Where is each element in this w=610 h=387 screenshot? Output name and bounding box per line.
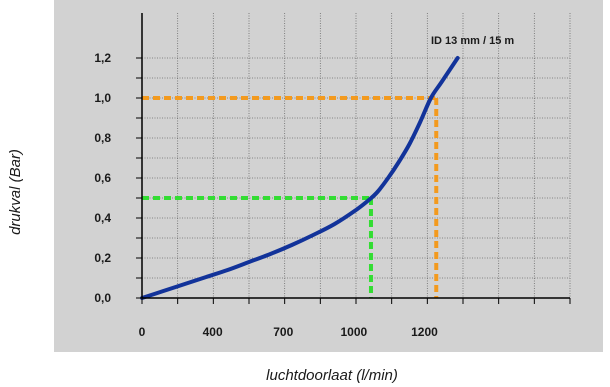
x-tick-label: 700 <box>273 325 293 339</box>
x-tick-labels: 0 400 700 1000 1200 <box>139 325 438 339</box>
axes <box>136 13 571 304</box>
x-tick-label: 1200 <box>411 325 438 339</box>
plot-background <box>54 0 603 352</box>
y-tick-label: 0,2 <box>94 251 111 265</box>
x-axis-title: luchtdoorlaat (l/min) <box>266 367 398 384</box>
series-layer <box>140 56 460 300</box>
y-tick-label: 0,8 <box>94 131 111 145</box>
chart-annotation: ID 13 mm / 15 m <box>431 35 514 47</box>
y-tick-labels: 0,0 0,2 0,4 0,6 0,8 1,0 1,2 <box>94 51 111 305</box>
y-axis-title: drukval (Bar) <box>7 149 24 235</box>
grid <box>141 13 571 298</box>
reference-lines <box>142 96 439 298</box>
y-tick-label: 0,0 <box>94 291 111 305</box>
series-line <box>140 56 460 300</box>
y-tick-label: 1,2 <box>94 51 111 65</box>
x-tick-label: 1000 <box>341 325 368 339</box>
x-tick-label: 400 <box>203 325 223 339</box>
y-tick-label: 0,4 <box>94 211 111 225</box>
y-tick-label: 0,6 <box>94 171 111 185</box>
y-tick-label: 1,0 <box>94 91 111 105</box>
x-tick-label: 0 <box>139 325 146 339</box>
